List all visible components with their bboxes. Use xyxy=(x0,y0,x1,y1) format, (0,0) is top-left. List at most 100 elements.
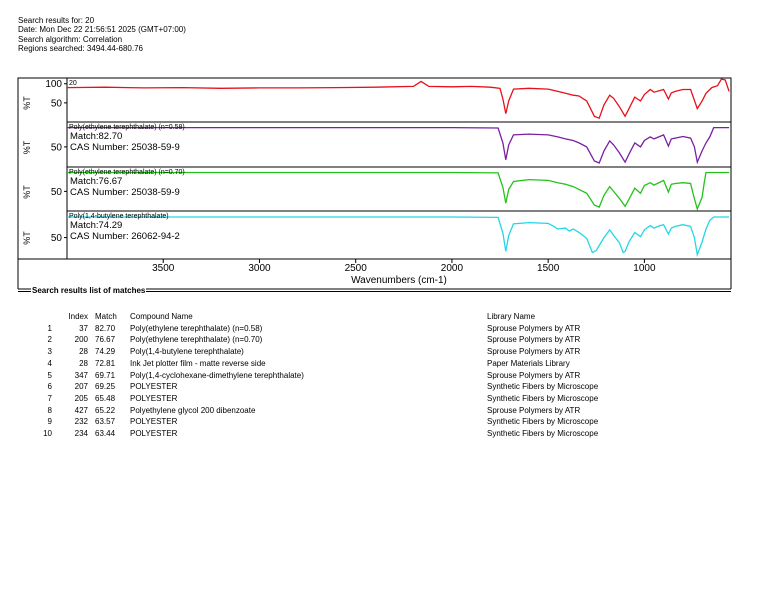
panel-cas-label: CAS Number: 25038-59-9 xyxy=(70,142,180,153)
header-index: Index xyxy=(68,312,88,321)
result-match: 82.70 xyxy=(95,323,116,333)
result-compound-name: Poly(ethylene terephthalate) (n=0.70) xyxy=(130,335,263,345)
x-tick-label: 2000 xyxy=(441,263,464,274)
table-row[interactable]: 6 207 69.25 POLYESTER Synthetic Fibers by Mi… xyxy=(30,381,627,393)
result-library-name: Sprouse Polymers by ATR xyxy=(487,335,581,345)
result-index: 234 xyxy=(74,429,88,439)
panel-match-label: Match:74.29 xyxy=(70,220,122,231)
x-tick-label: 3500 xyxy=(152,263,175,274)
result-compound-name: POLYESTER xyxy=(130,393,178,403)
result-library-name: Sprouse Polymers by ATR xyxy=(487,405,581,415)
table-row[interactable]: 8 427 65.22 Polyethylene glycol 200 dibenzo… xyxy=(30,405,627,417)
result-index: 207 xyxy=(74,382,88,392)
search-info: Search results for: 20 Date: Mon Dec 22 … xyxy=(18,16,186,53)
result-match: 74.29 xyxy=(95,347,116,357)
header-match: Match xyxy=(95,312,117,321)
result-number: 5 xyxy=(47,370,52,380)
table-row[interactable]: 7 205 65.48 POLYESTER Synthetic Fibers by Mi… xyxy=(30,393,627,405)
table-row[interactable]: 9 232 63.57 POLYESTER Synthetic Fibers by Mi… xyxy=(30,416,627,428)
panel-ylabel: %T xyxy=(22,185,32,199)
result-library-name: Sprouse Polymers by ATR xyxy=(487,370,581,380)
result-library-name: Synthetic Fibers by Microscope xyxy=(487,393,599,403)
panel-ylabel: %T xyxy=(22,231,32,245)
y-tick-label: 50 xyxy=(51,142,63,153)
result-number: 1 xyxy=(47,323,52,333)
panel-cas-label: CAS Number: 25038-59-9 xyxy=(70,187,180,198)
result-number: 6 xyxy=(47,382,52,392)
search-query-line: Search results for: 20 xyxy=(18,16,95,25)
result-number: 7 xyxy=(47,393,52,403)
result-compound-name: Poly(ethylene terephthalate) (n=0.58) xyxy=(130,323,263,333)
result-library-name: Sprouse Polymers by ATR xyxy=(487,347,581,357)
table-row[interactable]: 10 234 63.44 POLYESTER Synthetic Fibers by M… xyxy=(30,428,627,440)
header-num xyxy=(30,311,64,323)
panel-ylabel: %T xyxy=(22,96,32,110)
result-index: 200 xyxy=(74,335,88,345)
spectrum-line-2 xyxy=(67,126,730,165)
table-row[interactable]: 2 200 76.67 Poly(ethylene terephthalate) (n… xyxy=(30,334,627,346)
result-index: 37 xyxy=(79,323,88,333)
x-axis-label: Wavenumbers (cm-1) xyxy=(351,275,447,286)
result-match: 63.44 xyxy=(95,429,116,439)
x-tick-label: 1500 xyxy=(537,263,560,274)
result-match: 65.48 xyxy=(95,393,116,403)
spectrum-line-3 xyxy=(67,171,730,212)
result-compound-name: Poly(1,4-cyclohexane-dimethylene terepht… xyxy=(130,370,304,380)
result-index: 28 xyxy=(79,358,88,368)
result-match: 63.57 xyxy=(95,417,116,427)
panel-ylabel: %T xyxy=(22,140,32,154)
result-index: 28 xyxy=(79,347,88,357)
result-index: 232 xyxy=(74,417,88,427)
header-library-name: Library Name xyxy=(487,312,536,321)
result-number: 2 xyxy=(47,335,52,345)
table-row[interactable]: 3 28 74.29 Poly(1,4-butylene terephthalate)… xyxy=(30,346,627,358)
result-number: 10 xyxy=(43,429,52,439)
spectrum-line-4 xyxy=(67,216,730,258)
result-compound-name: POLYESTER xyxy=(130,382,178,392)
result-library-name: Synthetic Fibers by Microscope xyxy=(487,417,599,427)
result-index: 347 xyxy=(74,370,88,380)
x-tick-label: 1000 xyxy=(633,263,656,274)
panel-match-label: Match:76.67 xyxy=(70,176,122,187)
table-row[interactable]: 5 347 69.71 Poly(1,4-cyclohexane-dimethylen… xyxy=(30,370,627,382)
panel-match-label: Match:82.70 xyxy=(70,131,122,142)
y-tick-label: 100 xyxy=(45,79,62,90)
x-tick-label: 2500 xyxy=(345,263,368,274)
results-box-divider xyxy=(18,291,731,292)
search-regions-line: Regions searched: 3494.44-680.76 xyxy=(18,43,143,53)
panel-cas-label: CAS Number: 26062-94-2 xyxy=(70,231,180,242)
table-row[interactable]: 1 37 82.70 Poly(ethylene terephthalate) (n=… xyxy=(30,323,627,335)
result-library-name: Sprouse Polymers by ATR xyxy=(487,323,581,333)
result-match: 72.81 xyxy=(95,358,116,368)
result-compound-name: Poly(1,4-butylene terephthalate) xyxy=(130,347,244,357)
y-tick-label: 50 xyxy=(51,98,63,109)
result-compound-name: Polyethylene glycol 200 dibenzoate xyxy=(130,405,256,415)
result-library-name: Synthetic Fibers by Microscope xyxy=(487,429,599,439)
result-compound-name: Ink Jet plotter film - matte reverse sid… xyxy=(130,358,266,368)
result-match: 65.22 xyxy=(95,405,116,415)
result-library-name: Paper Materials Library xyxy=(487,358,570,368)
result-compound-name: POLYESTER xyxy=(130,417,178,427)
search-algorithm-line: Search algorithm: Correlation xyxy=(18,34,123,44)
y-tick-label: 50 xyxy=(51,233,63,244)
y-tick-label: 50 xyxy=(51,187,63,198)
panel-title: Poly(ethylene terephthalate) (n=0.58) xyxy=(69,124,185,131)
results-box-title: Search results list of matches xyxy=(31,286,147,295)
result-library-name: Synthetic Fibers by Microscope xyxy=(487,382,599,392)
result-number: 8 xyxy=(47,405,52,415)
results-header-row: Index Match Compound Name Library Name xyxy=(30,311,627,323)
result-index: 205 xyxy=(74,393,88,403)
result-number: 9 xyxy=(47,417,52,427)
search-date-line: Date: Mon Dec 22 21:56:51 2025 (GMT+07:0… xyxy=(18,25,186,35)
result-compound-name: POLYESTER xyxy=(130,429,178,439)
result-index: 427 xyxy=(74,405,88,415)
x-tick-label: 3000 xyxy=(248,263,271,274)
results-table: Index Match Compound Name Library Name 1… xyxy=(30,311,627,440)
table-row[interactable]: 4 28 72.81 Ink Jet plotter film - matte rev… xyxy=(30,358,627,370)
header-compound-name: Compound Name xyxy=(130,312,193,321)
spectrum-line-1 xyxy=(66,78,730,120)
spectra-stack-chart: %T 100 50 20 %T 50 Poly(ethylene terephthalate… xyxy=(17,77,732,290)
y-axis-frame xyxy=(17,77,68,260)
result-number: 4 xyxy=(47,358,52,368)
result-match: 76.67 xyxy=(95,335,116,345)
